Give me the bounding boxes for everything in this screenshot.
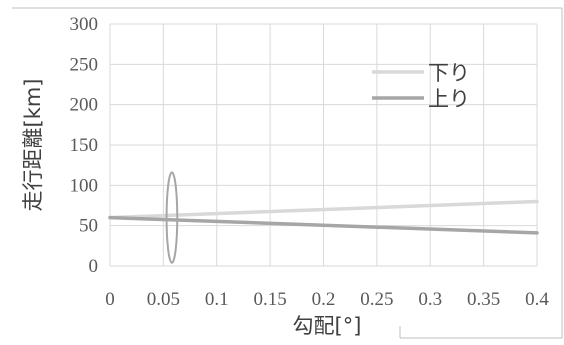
series-line-2 [108, 215, 539, 235]
x-tick-label: 0.05 [147, 289, 180, 310]
x-tick-label: 0.3 [418, 289, 442, 310]
x-tick-label: 0.15 [254, 289, 287, 310]
y-axis-title: 走行距離[km] [21, 78, 45, 211]
y-tick-label: 150 [70, 135, 99, 156]
y-tick-label: 0 [89, 256, 99, 277]
y-tick-label: 100 [70, 175, 99, 196]
x-tick-label: 0.1 [205, 289, 229, 310]
y-tick-label: 200 [70, 95, 99, 116]
x-tick-label: 0.25 [360, 289, 393, 310]
y-tick-label: 300 [70, 14, 99, 35]
x-axis-title: 勾配[°] [293, 314, 362, 338]
annotation-ellipse [165, 171, 179, 264]
legend-label-2: 上り [428, 87, 470, 111]
x-tick-label: 0.4 [525, 289, 549, 310]
x-tick-label: 0.2 [312, 289, 336, 310]
series-line-1 [108, 199, 539, 220]
y-tick-label: 50 [79, 216, 98, 237]
x-tick-label: 0 [105, 289, 115, 310]
legend-label-1: 下り [428, 61, 470, 85]
y-tick-label: 250 [70, 54, 99, 75]
x-tick-label: 0.35 [467, 289, 500, 310]
